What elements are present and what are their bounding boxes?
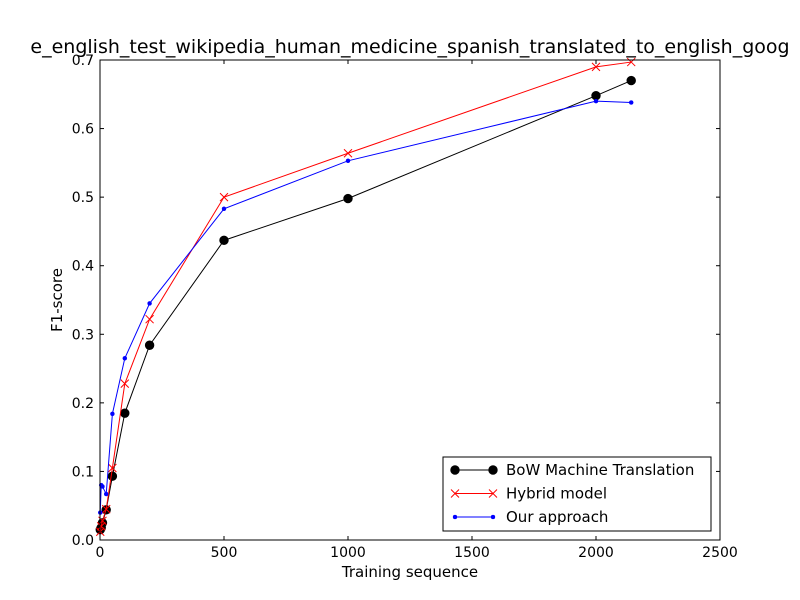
data-point-hybrid-model-4-stroke-b	[108, 463, 117, 473]
data-point-hybrid-model-6	[145, 314, 154, 324]
data-point-hybrid-model-10	[626, 57, 636, 67]
data-point-hybrid-model-10-stroke-b	[626, 57, 636, 67]
x-tick-label-1500: 1500	[454, 545, 490, 561]
data-point-hybrid-model-5	[120, 379, 130, 389]
data-point-our-approach-6	[147, 301, 152, 306]
data-point-hybrid-model-4	[108, 463, 117, 473]
legend-label-our-approach: Our approach	[506, 508, 608, 526]
data-point-bow-machine-translation-5	[120, 408, 130, 418]
x-tick-label-0: 0	[96, 545, 105, 561]
legend-entry-our-approach: Our approach	[452, 508, 608, 526]
legend-marker-start-our-approach	[452, 514, 458, 520]
x-tick-label-1000: 1000	[330, 545, 366, 561]
data-point-hybrid-model-3	[101, 504, 111, 514]
y-tick-label-0.4: 0.4	[72, 259, 94, 275]
series-hybrid-model	[95, 57, 636, 537]
data-point-our-approach-5	[122, 356, 128, 361]
data-point-our-approach-2	[100, 484, 105, 489]
x-tick-label-500: 500	[211, 545, 238, 561]
data-point-bow-machine-translation-10	[626, 75, 636, 86]
data-point-hybrid-model-1	[96, 521, 106, 531]
data-point-our-approach-3	[103, 491, 109, 497]
data-point-bow-machine-translation-7	[219, 235, 229, 246]
legend-entry-bow-machine-translation: BoW Machine Translation	[450, 461, 694, 479]
data-point-our-approach-8	[345, 158, 351, 164]
legend-entry-hybrid-model: Hybrid model	[450, 485, 607, 503]
x-tick-label-2000: 2000	[578, 545, 614, 561]
y-tick-label-0.7: 0.7	[72, 53, 94, 69]
y-tick-label-0.3: 0.3	[72, 327, 94, 343]
y-tick-label-0.0: 0.0	[72, 533, 94, 549]
y-axis-label: F1-score	[48, 268, 66, 332]
data-point-hybrid-model-6-stroke-b	[145, 314, 154, 324]
legend-marker-end-bow-machine-translation	[488, 465, 498, 475]
data-point-hybrid-model-8	[343, 148, 353, 158]
data-point-our-approach-9	[593, 98, 599, 104]
data-point-hybrid-model-1-stroke-b	[96, 521, 106, 531]
data-point-bow-machine-translation-9	[591, 90, 601, 101]
data-point-hybrid-model-7	[219, 192, 229, 202]
axes-layer: 0 500 1000 1500 2000 2500 0.0 0.1 0.2 0.3 0.4 0.5 0.…	[72, 53, 738, 561]
x-tick-label-2500: 2500	[702, 545, 738, 561]
data-point-hybrid-model-3-stroke-b	[101, 504, 111, 514]
y-tick-label-0.5: 0.5	[72, 190, 94, 206]
data-point-bow-machine-translation-4	[107, 471, 118, 481]
legend-label-bow-machine-translation: BoW Machine Translation	[506, 461, 694, 479]
data-point-our-approach-7	[221, 206, 227, 212]
y-tick-label-0.1: 0.1	[72, 464, 94, 480]
data-point-hybrid-model-9-stroke-b	[591, 62, 601, 72]
series-our-approach	[97, 98, 634, 515]
data-point-hybrid-model-7-stroke-b	[219, 192, 229, 202]
data-point-hybrid-model-9	[591, 62, 601, 72]
data-point-hybrid-model-8-stroke-b	[343, 148, 353, 158]
y-tick-label-0.6: 0.6	[72, 122, 94, 138]
y-tick-label-0.2: 0.2	[72, 396, 94, 412]
data-point-hybrid-model-5-stroke-b	[120, 379, 130, 389]
legend-marker-start-hybrid-model	[450, 489, 460, 498]
legend-marker-end-hybrid-model-stroke-b	[488, 489, 498, 498]
chart-title: e_english_test_wikipedia_human_medicine_…	[30, 36, 789, 58]
data-point-bow-machine-translation-8	[343, 193, 353, 204]
legend-marker-end-our-approach	[490, 514, 496, 520]
legend-marker-start-bow-machine-translation	[450, 465, 460, 475]
legend-label-hybrid-model: Hybrid model	[506, 485, 607, 503]
legend: BoW Machine Translation Hybrid model Our a…	[442, 456, 712, 532]
data-point-our-approach-4	[110, 411, 115, 417]
legend-marker-start-hybrid-model-stroke-b	[450, 489, 460, 498]
x-axis-label: Training sequence	[341, 563, 478, 581]
legend-marker-end-hybrid-model	[488, 489, 498, 498]
data-point-bow-machine-translation-6	[144, 340, 155, 350]
data-point-our-approach-10	[628, 100, 634, 105]
plot-frame	[99, 59, 721, 541]
